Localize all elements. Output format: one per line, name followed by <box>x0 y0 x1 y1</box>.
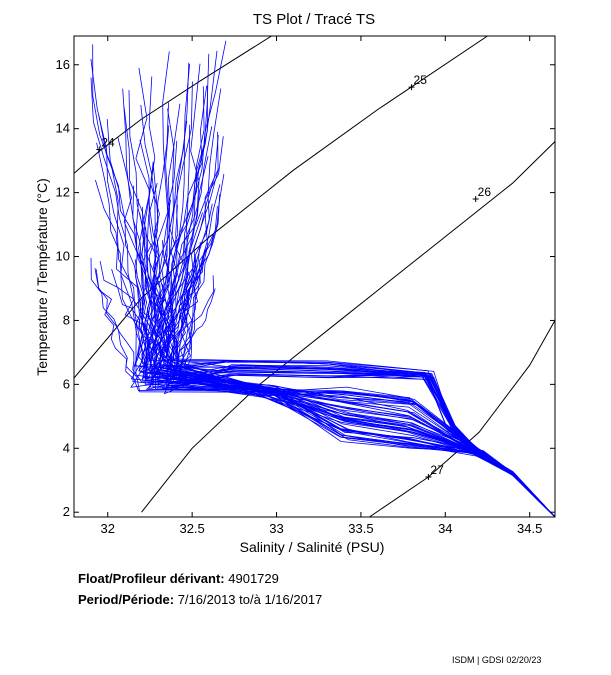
ts-profile <box>178 194 555 517</box>
ts-profile <box>143 40 555 517</box>
ts-profile <box>151 134 555 517</box>
period-label: Period/Période: <box>78 592 175 607</box>
ts-profile <box>139 284 555 517</box>
ts-profile <box>164 125 555 517</box>
ts-profile <box>128 90 555 517</box>
plot-frame <box>73 35 556 518</box>
ts-profile <box>169 85 555 517</box>
y-tick-label: 14 <box>56 121 70 136</box>
isoline-label-27: 27 <box>430 463 444 477</box>
density-isoline-27 <box>369 320 555 517</box>
ts-profile <box>167 124 555 517</box>
ts-profile <box>183 131 555 517</box>
x-tick-label: 33 <box>269 521 283 536</box>
ts-profile <box>95 269 555 517</box>
ts-profile <box>132 199 555 517</box>
ts-profile <box>164 64 555 517</box>
ts-profile <box>147 85 555 517</box>
ts-profile <box>158 259 555 517</box>
x-tick-label: 34 <box>438 521 452 536</box>
isoline-marker-25 <box>408 84 415 91</box>
isoline-label-24: 24 <box>101 135 115 149</box>
float-label: Float/Profileur dérivant: <box>78 571 225 586</box>
ts-profile <box>150 184 555 517</box>
ts-profile <box>135 67 555 517</box>
chart-title: TS Plot / Tracé TS <box>253 11 375 28</box>
ts-profile <box>90 77 555 517</box>
period-value: 7/16/2013 to/à 1/16/2017 <box>177 592 323 607</box>
ts-profile <box>177 88 555 517</box>
float-value: 4901729 <box>228 571 279 586</box>
isoline-label-25: 25 <box>414 73 428 87</box>
ts-profile <box>179 63 555 517</box>
credit-stamp: ISDM | GDSI 02/20/23 <box>452 655 542 665</box>
period-line: Period/Période: 7/16/2013 to/à 1/16/2017 <box>78 592 322 607</box>
ts-profile <box>139 139 555 517</box>
y-tick-label: 6 <box>63 376 70 391</box>
ts-profile <box>161 204 555 517</box>
ts-profile <box>140 104 555 517</box>
ts-profile <box>149 120 555 517</box>
x-tick-label: 32.5 <box>179 521 204 536</box>
ts-profile <box>162 108 555 517</box>
float-id-line: Float/Profileur dérivant: 4901729 <box>78 571 279 586</box>
ts-profile <box>158 53 555 517</box>
ts-profile <box>135 76 555 517</box>
y-tick-label: 16 <box>56 57 70 72</box>
density-isoline-24 <box>74 36 272 174</box>
ts-profile <box>99 261 555 517</box>
x-axis-label: Salinity / Salinité (PSU) <box>240 539 385 555</box>
isoline-marker-24 <box>96 146 103 153</box>
y-tick-label: 8 <box>63 312 70 327</box>
isoline-marker-27 <box>425 474 432 481</box>
profiles <box>90 40 555 517</box>
ts-profile <box>154 276 555 517</box>
ts-profile <box>92 44 555 517</box>
density-isoline-25 <box>74 36 488 379</box>
isoline-marker-26 <box>472 195 479 202</box>
x-tick-label: 32 <box>101 521 115 536</box>
ts-profile <box>117 136 555 517</box>
x-tick-label: 33.5 <box>348 521 373 536</box>
y-tick-label: 4 <box>63 440 70 455</box>
ts-profile <box>157 50 555 517</box>
ts-profile <box>133 136 555 517</box>
ts-profile <box>106 119 555 517</box>
ts-profile <box>146 81 555 517</box>
ts-profile <box>132 185 555 517</box>
y-tick-label: 12 <box>56 185 70 200</box>
ts-profile <box>174 86 555 517</box>
y-axis-label: Temperature / Température (°C) <box>34 178 50 376</box>
ts-profile <box>167 275 555 517</box>
x-tick-label: 34.5 <box>517 521 542 536</box>
y-tick-label: 10 <box>56 249 70 264</box>
ts-profile <box>130 182 555 517</box>
y-tick-label: 2 <box>63 504 70 519</box>
ts-profile <box>90 58 555 517</box>
isoline-label-26: 26 <box>478 185 492 199</box>
density-isoline-26 <box>141 141 555 513</box>
ts-profile <box>183 269 555 517</box>
